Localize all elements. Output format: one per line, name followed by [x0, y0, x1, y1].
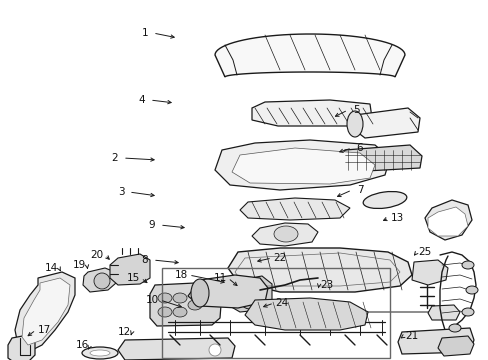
Text: 20: 20	[90, 250, 103, 260]
Polygon shape	[411, 260, 447, 285]
Text: 7: 7	[356, 185, 363, 195]
Polygon shape	[240, 198, 349, 220]
Polygon shape	[187, 275, 267, 308]
Polygon shape	[215, 140, 389, 190]
Polygon shape	[15, 272, 75, 352]
Ellipse shape	[238, 281, 262, 309]
Polygon shape	[244, 298, 367, 330]
Ellipse shape	[173, 293, 186, 303]
Bar	[162, 268, 389, 358]
Polygon shape	[22, 278, 70, 345]
Text: 23: 23	[320, 280, 333, 290]
Ellipse shape	[208, 344, 221, 356]
Ellipse shape	[461, 261, 473, 269]
Text: 13: 13	[389, 213, 403, 223]
Text: 18: 18	[174, 270, 187, 280]
Ellipse shape	[346, 111, 362, 137]
Polygon shape	[427, 207, 467, 236]
Text: 24: 24	[275, 298, 288, 308]
Polygon shape	[8, 335, 35, 360]
Ellipse shape	[158, 293, 172, 303]
Text: 21: 21	[405, 331, 418, 341]
Ellipse shape	[191, 279, 208, 307]
Ellipse shape	[187, 300, 202, 310]
Polygon shape	[231, 148, 374, 184]
Polygon shape	[427, 305, 459, 320]
Text: 12: 12	[117, 327, 130, 337]
Polygon shape	[150, 282, 222, 326]
Ellipse shape	[273, 226, 297, 242]
Polygon shape	[397, 328, 473, 354]
Ellipse shape	[94, 273, 110, 289]
Text: 6: 6	[356, 143, 363, 153]
Text: 17: 17	[37, 325, 51, 335]
Ellipse shape	[448, 324, 460, 332]
Ellipse shape	[90, 350, 110, 356]
Text: 22: 22	[273, 253, 286, 263]
Ellipse shape	[82, 347, 118, 359]
Polygon shape	[118, 338, 235, 360]
Text: 8: 8	[142, 255, 148, 265]
Polygon shape	[110, 254, 150, 285]
Text: 11: 11	[213, 273, 226, 283]
Text: 2: 2	[111, 153, 118, 163]
Polygon shape	[424, 200, 471, 240]
Polygon shape	[227, 248, 411, 292]
Ellipse shape	[173, 307, 186, 317]
Polygon shape	[83, 268, 116, 292]
Text: 5: 5	[352, 105, 359, 115]
Ellipse shape	[461, 308, 473, 316]
Text: 3: 3	[118, 187, 124, 197]
Text: 9: 9	[148, 220, 155, 230]
Polygon shape	[227, 276, 271, 312]
Ellipse shape	[363, 192, 406, 208]
Ellipse shape	[158, 307, 172, 317]
Text: 1: 1	[142, 28, 148, 38]
Polygon shape	[265, 302, 315, 324]
Polygon shape	[351, 108, 419, 138]
Text: 16: 16	[75, 340, 88, 350]
Polygon shape	[339, 145, 421, 172]
Text: 10: 10	[145, 295, 158, 305]
Ellipse shape	[244, 288, 256, 302]
Polygon shape	[251, 100, 371, 126]
Text: 4: 4	[139, 95, 145, 105]
Text: 25: 25	[418, 247, 431, 257]
Polygon shape	[437, 336, 473, 356]
Polygon shape	[251, 223, 317, 246]
Text: 19: 19	[72, 260, 85, 270]
Polygon shape	[215, 34, 404, 77]
Text: 14: 14	[44, 263, 58, 273]
Ellipse shape	[465, 286, 477, 294]
Text: 15: 15	[126, 273, 140, 283]
